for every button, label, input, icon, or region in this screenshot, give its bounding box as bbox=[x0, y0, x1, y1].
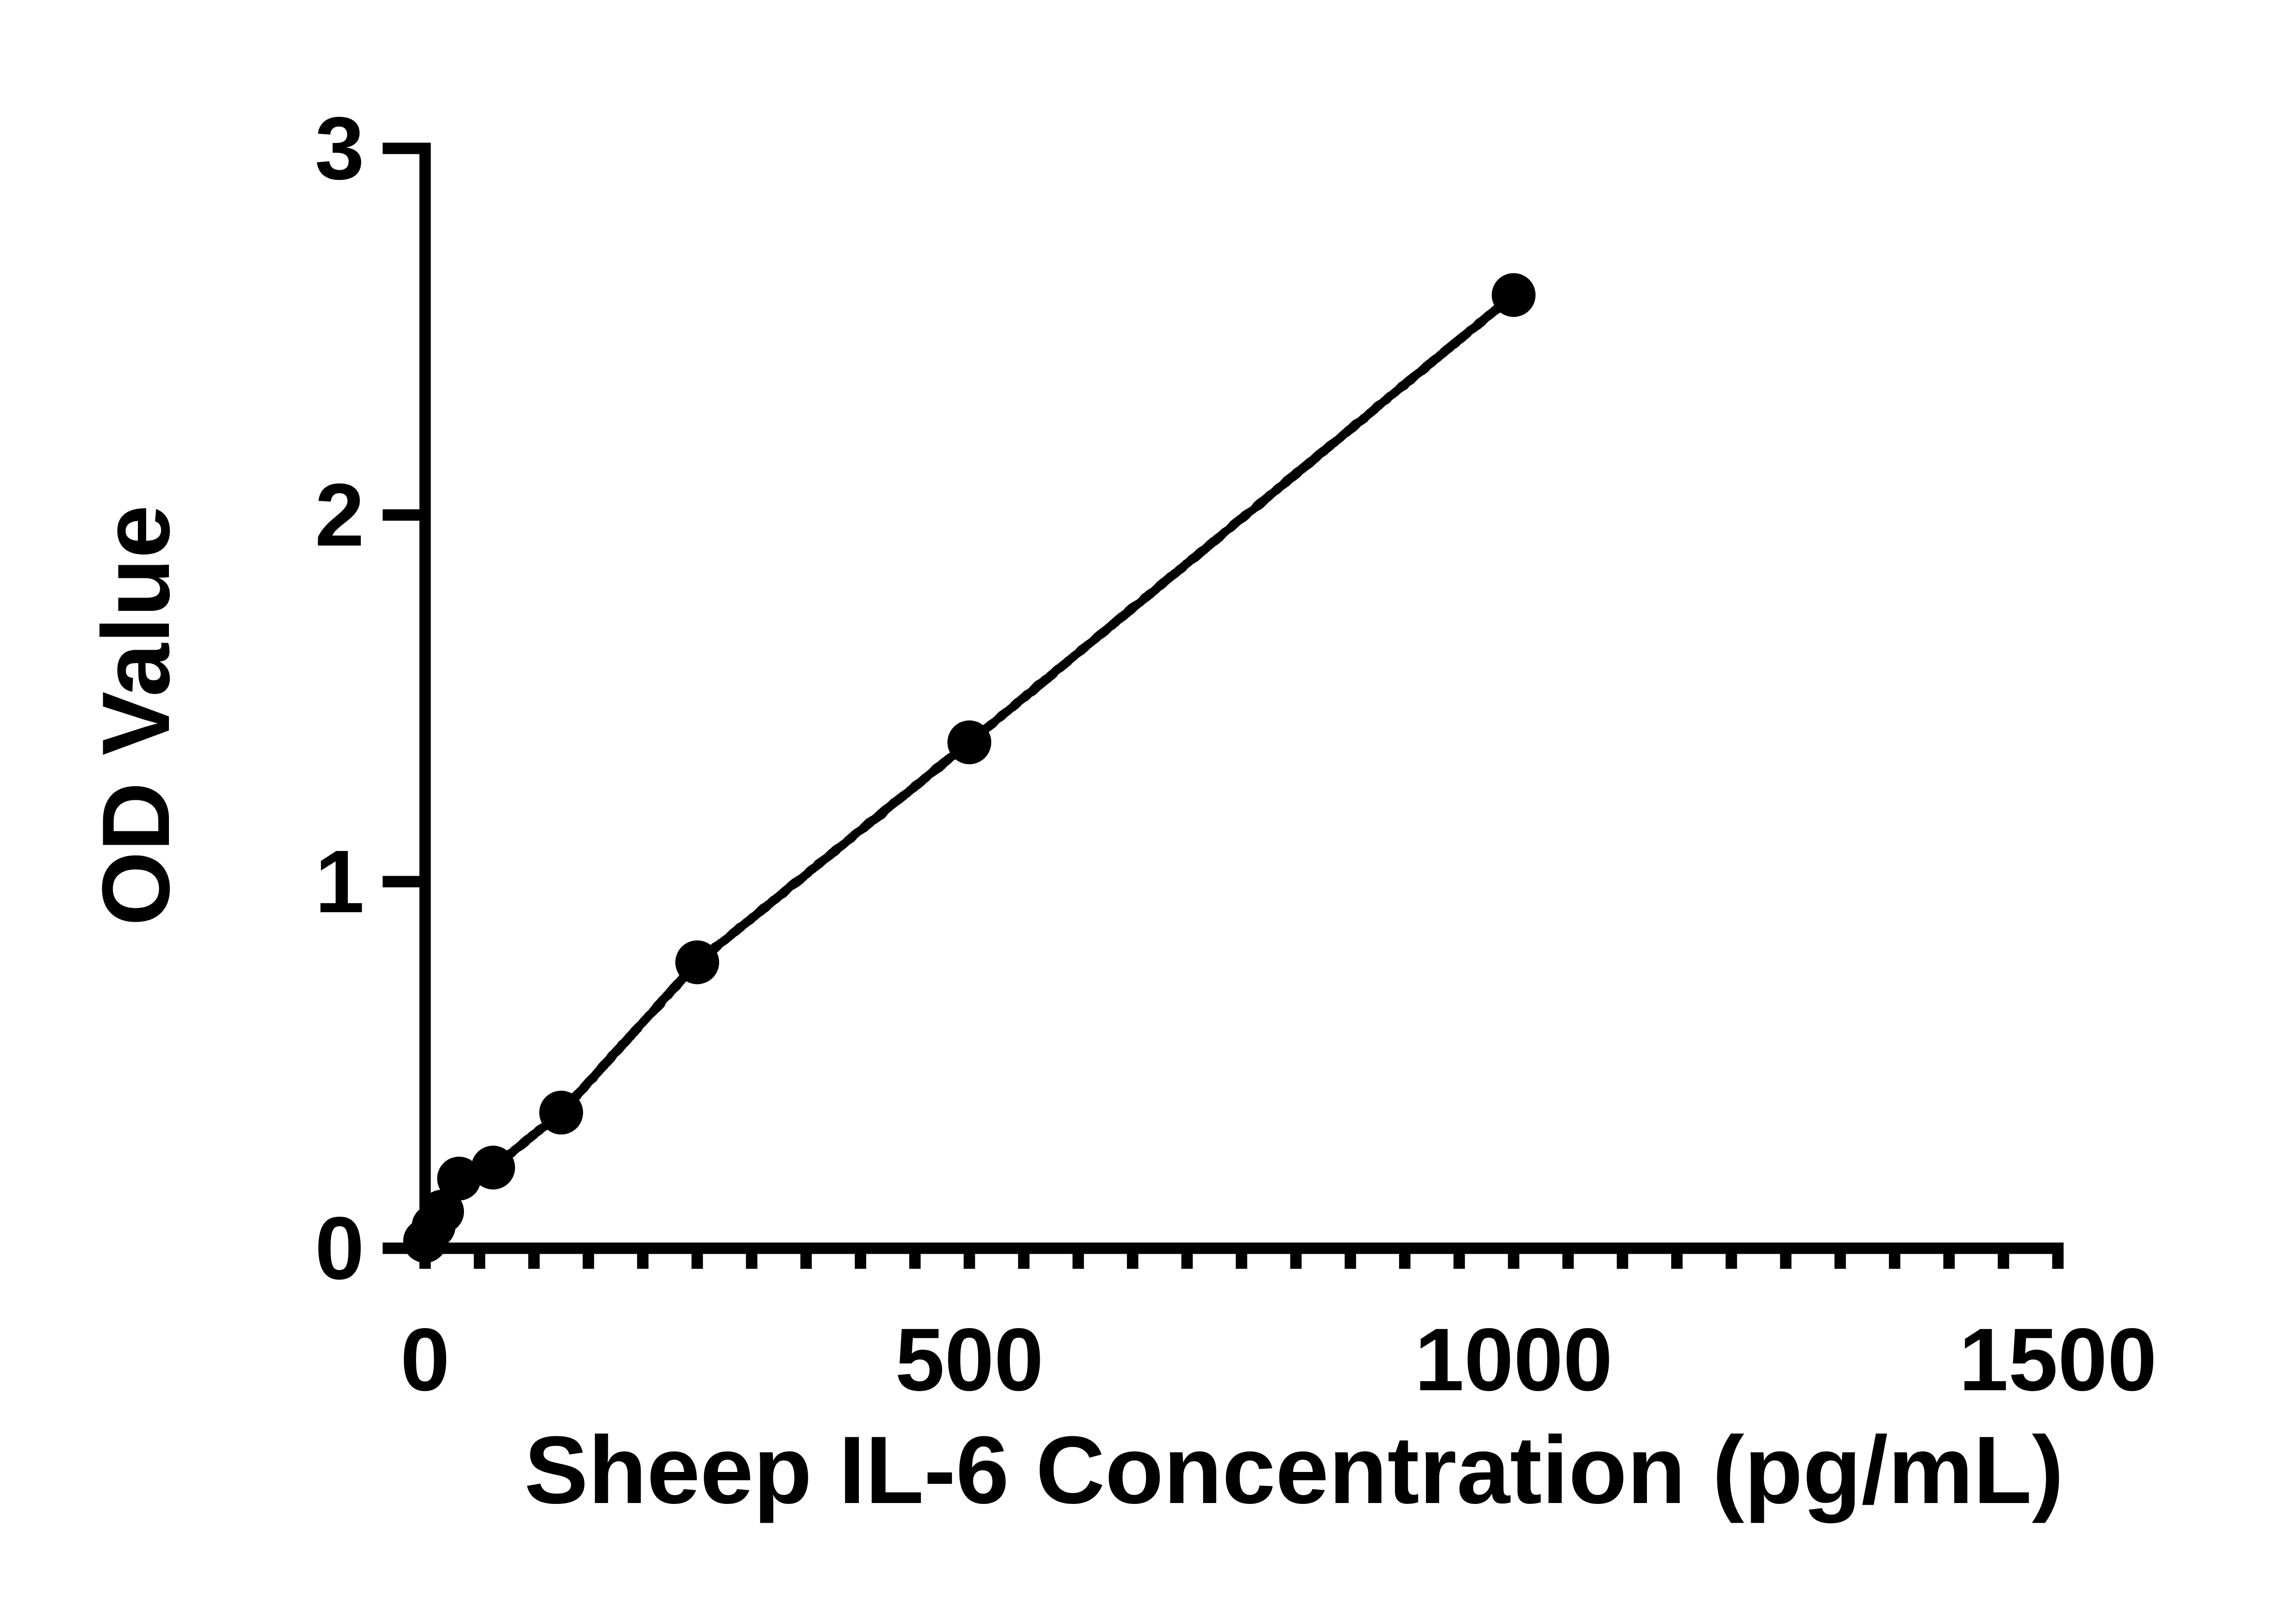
svg-text:500: 500 bbox=[895, 1310, 1043, 1409]
svg-text:0: 0 bbox=[400, 1310, 450, 1409]
svg-text:0: 0 bbox=[315, 1198, 364, 1298]
svg-text:1500: 1500 bbox=[1959, 1310, 2157, 1409]
svg-text:1: 1 bbox=[315, 832, 364, 931]
svg-text:1000: 1000 bbox=[1415, 1310, 1613, 1409]
svg-text:3: 3 bbox=[315, 99, 364, 198]
svg-text:2: 2 bbox=[315, 465, 364, 565]
